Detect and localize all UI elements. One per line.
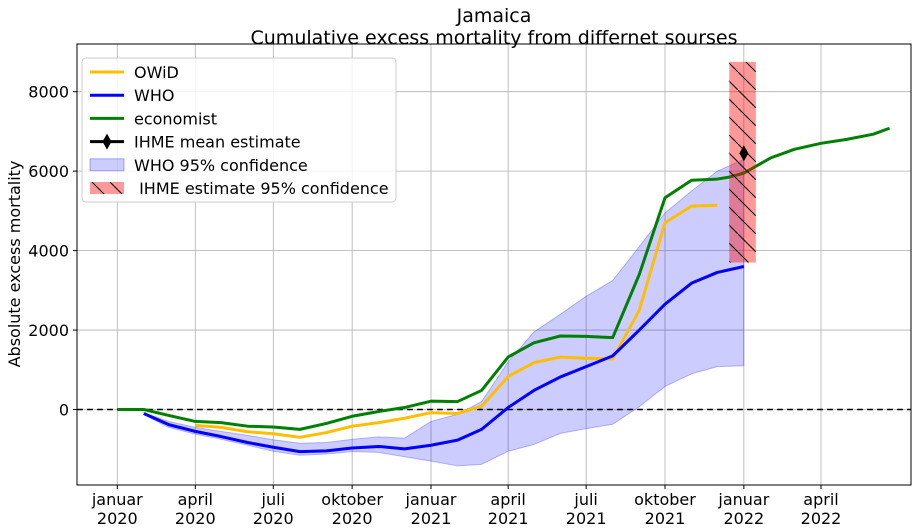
x-tick-label: oktober [634,490,696,509]
x-tick-label: 2021 [488,509,529,528]
x-tick-label: juli [261,490,285,509]
legend-label: economist [134,109,217,128]
x-tick-label: 2022 [801,509,842,528]
x-tick-label: april [178,490,213,509]
legend: OWiD WHO economist IHME mean estimate WHO 95… [81,57,397,203]
legend-label: IHME estimate 95% confidence [134,179,389,198]
ihme-confidence-hatch [729,61,756,263]
y-tick-label: 0 [59,401,69,420]
legend-box [81,57,397,203]
ihme-mean-marker [739,145,749,162]
y-ticks: 0 2000 4000 6000 8000 [28,83,77,420]
x-tick-label: 2020 [332,509,373,528]
x-tick-label: april [803,490,838,509]
y-axis-label: Absolute excess mortality [5,161,24,368]
x-tick-label: 2020 [253,509,294,528]
series-line-WHO [143,265,745,454]
confidence-bands [143,158,745,467]
who-confidence-band [143,158,745,467]
series-line-OWiD [195,203,718,439]
chart-title: Jamaica [456,5,532,27]
x-tick-label: 2022 [723,509,764,528]
legend-label: WHO 95% confidence [134,156,308,175]
markers [729,61,756,263]
x-tick-label: januar [405,490,457,509]
y-tick-label: 6000 [28,162,69,181]
x-tick-label: 2021 [411,509,452,528]
x-tick-label: april [490,490,525,509]
x-tick-label: juli [573,490,597,509]
legend-label: OWiD [134,63,179,82]
legend-diamond-ihme-mean [102,133,112,150]
x-ticks: januar2020april2020juli2020oktober2020ja… [91,485,842,528]
x-tick-label: 2021 [645,509,686,528]
x-tick-label: januar [91,490,143,509]
legend-label: IHME mean estimate [134,133,301,152]
x-tick-label: 2020 [175,509,216,528]
series-line-economist [117,126,891,431]
y-tick-label: 2000 [28,321,69,340]
x-tick-label: oktober [321,490,383,509]
y-tick-label: 4000 [28,242,69,261]
x-tick-label: 2021 [566,509,607,528]
x-tick-label: 2020 [97,509,138,528]
legend-hatch-ihme-confidence [90,182,124,194]
legend-handle-who-confidence [89,158,125,172]
legend-label: WHO [134,86,174,105]
plot-frame [76,43,912,486]
chart-subtitle: Cumulative excess mortality from differn… [251,27,738,49]
x-tick-label: januar [717,490,769,509]
series-lines [117,126,891,454]
y-tick-label: 8000 [28,83,69,102]
